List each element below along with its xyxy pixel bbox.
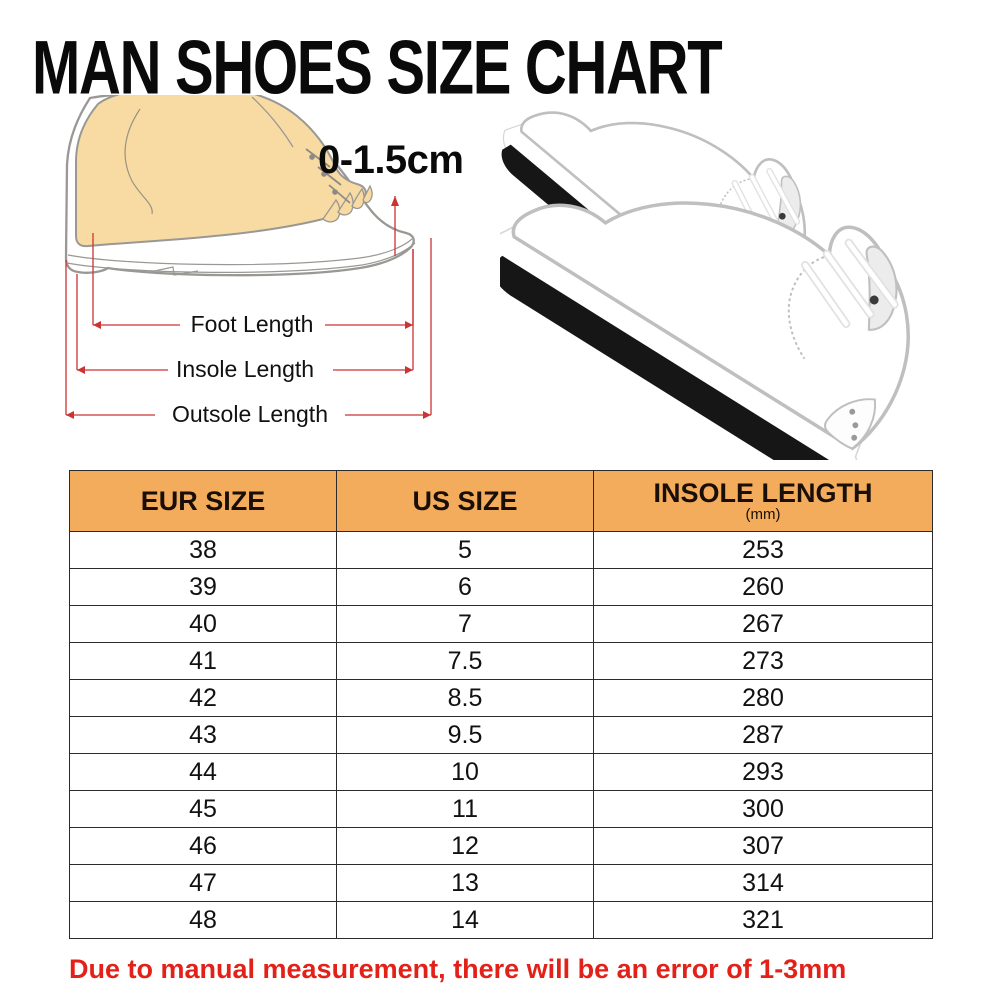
svg-text:Foot Length: Foot Length <box>191 311 314 337</box>
svg-text:Insole Length: Insole Length <box>176 356 314 382</box>
svg-text:Outsole Length: Outsole Length <box>172 401 328 427</box>
